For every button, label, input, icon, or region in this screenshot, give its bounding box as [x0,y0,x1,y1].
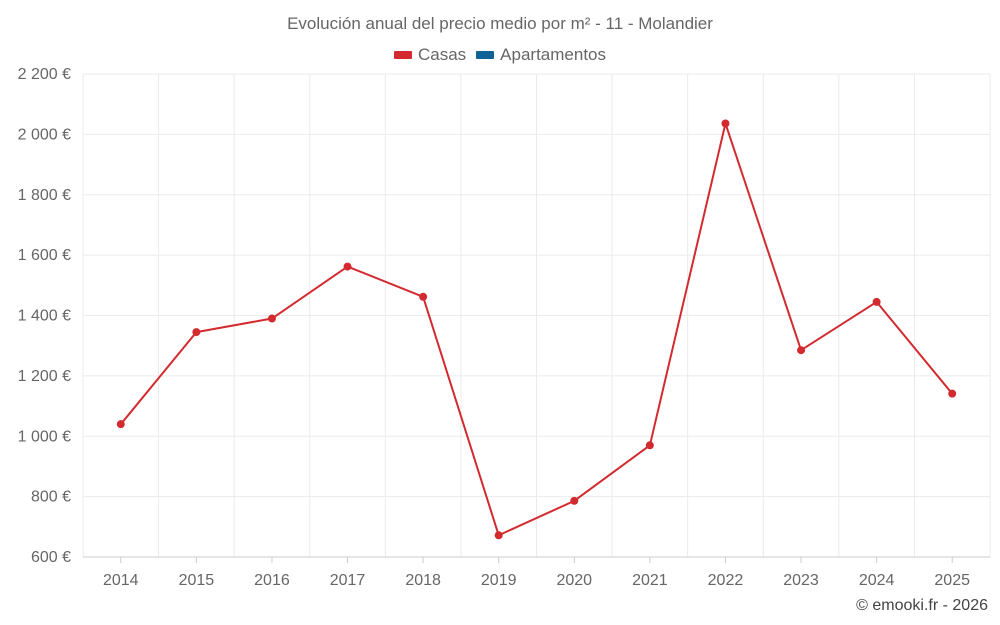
data-point[interactable] [419,292,428,301]
credit-text: © emooki.fr - 2026 [856,597,988,614]
y-tick-label: 1 200 € [18,368,71,385]
legend-item-apartamentos[interactable]: Apartamentos [476,45,606,65]
x-tick-label: 2024 [859,572,895,589]
y-tick-label: 800 € [31,489,71,506]
legend-label-apartamentos: Apartamentos [500,45,607,64]
data-point[interactable] [116,420,125,429]
legend-item-casas[interactable]: Casas [393,45,467,65]
y-tick-label: 1 600 € [18,247,71,264]
y-tick-label: 1 000 € [18,428,71,445]
legend-label-casas: Casas [417,45,467,64]
y-tick-label: 1 400 € [18,308,71,325]
data-point[interactable] [494,531,503,540]
series-layer [116,119,957,540]
x-axis: 2014 2015 2016 2017 2018 2019 2020 2021 2022 2023… [83,556,990,589]
data-point[interactable] [570,496,579,505]
x-tick-label: 2025 [934,572,970,589]
x-tick-label: 2016 [254,572,290,589]
data-point[interactable] [267,314,276,323]
x-tick-label: 2014 [103,572,139,589]
x-tick-label: 2019 [481,572,517,589]
x-tick-label: 2023 [783,572,819,589]
chart-legend: Casas Apartamentos [0,45,1000,65]
x-tick-label: 2020 [556,572,592,589]
x-tick-label: 2017 [330,572,366,589]
data-point[interactable] [948,389,957,398]
data-point[interactable] [872,297,881,306]
y-tick-label: 2 000 € [18,126,71,143]
data-point[interactable] [192,328,201,337]
legend-swatch-apartamentos [476,51,495,59]
data-point[interactable] [797,346,806,355]
y-tick-label: 2 200 € [18,66,71,83]
data-point[interactable] [343,262,352,271]
chart-title: Evolución anual del precio medio por m² … [287,14,713,33]
grid-lines [82,73,991,558]
y-axis: 600 € 800 € 1 000 € 1 200 € 1 400 € 1 600 € 1 … [18,66,71,566]
series-line-casas [120,122,953,537]
x-tick-label: 2021 [632,572,668,589]
x-tick-label: 2022 [708,572,744,589]
y-tick-label: 1 800 € [18,187,71,204]
x-tick-label: 2015 [179,572,215,589]
data-point[interactable] [645,441,654,450]
legend-swatch-casas [393,51,412,59]
y-tick-label: 600 € [31,549,71,566]
data-point[interactable] [721,119,730,128]
x-tick-label: 2018 [405,572,441,589]
